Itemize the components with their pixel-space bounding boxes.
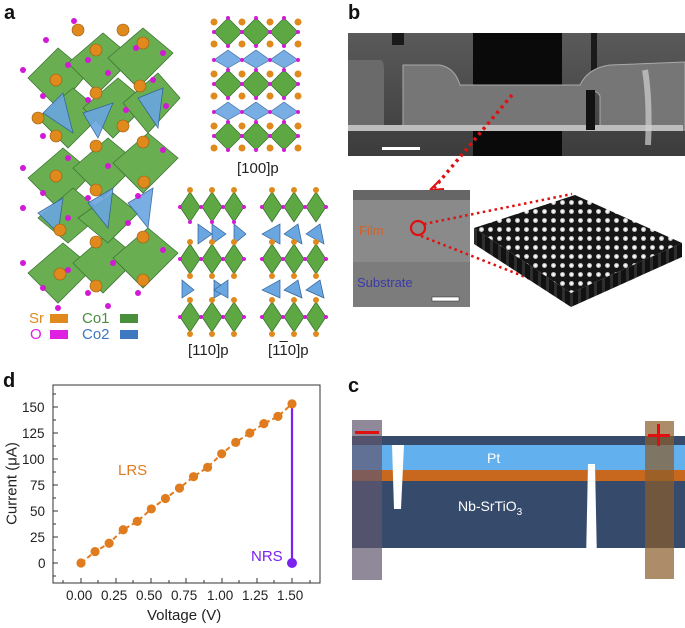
- legend-swatch-co2: [120, 330, 138, 339]
- lrs-data-point: [203, 462, 213, 472]
- scale-bar-top: [382, 147, 420, 150]
- oxide-layer: [352, 469, 685, 481]
- lrs-data-point: [217, 449, 227, 459]
- legend-label-sr: Sr: [29, 310, 44, 327]
- atomic-3d-block: [474, 195, 682, 307]
- nrs-annotation: NRS: [251, 548, 283, 565]
- lrs-line: [80, 403, 293, 564]
- projection-label-100: [100]p: [237, 160, 279, 177]
- trench-right: [586, 464, 597, 561]
- pt-layer: [352, 445, 685, 470]
- x-tick: 1.00: [207, 588, 234, 603]
- y-tick: 25: [30, 530, 46, 545]
- lrs-data-point: [132, 516, 142, 527]
- x-tick: 0.25: [101, 588, 128, 603]
- legend-swatch-o: [50, 330, 68, 339]
- pt-label: Pt: [487, 450, 501, 466]
- x-tick: 1.50: [277, 588, 304, 603]
- y-tick: 125: [22, 426, 45, 441]
- y-tick: 0: [38, 556, 46, 571]
- x-axis-title: Voltage (V): [147, 607, 222, 624]
- projection-label-1bar10: [110]p: [268, 342, 309, 359]
- lrs-data-point: [231, 437, 241, 447]
- projection-100p: [210, 16, 302, 152]
- scale-bar-cross: [431, 296, 460, 302]
- panel-a-label: a: [4, 2, 16, 24]
- lrs-data-point: [104, 538, 114, 548]
- projection-1bar10p: [260, 187, 328, 337]
- legend-swatch-sr: [50, 314, 68, 323]
- y-tick: 75: [30, 478, 46, 493]
- panel-b-label: b: [348, 2, 361, 24]
- legend-swatch-co1: [120, 314, 138, 323]
- nrs-point: [287, 558, 297, 568]
- positive-electrode: [645, 421, 674, 579]
- lrs-data-point: [76, 558, 86, 568]
- legend-label-co2: Co2: [82, 326, 110, 343]
- lrs-data-point: [90, 546, 100, 557]
- main-crystal-view: [20, 18, 181, 311]
- substrate-material-label: Nb-SrTiO3: [458, 498, 523, 518]
- trench-left: [392, 445, 404, 509]
- x-tick: 0.00: [66, 588, 93, 603]
- panel-d-label: d: [3, 370, 16, 392]
- highlight-circle: [409, 219, 427, 237]
- lrs-annotation: LRS: [118, 462, 148, 479]
- legend-label-co1: Co1: [82, 310, 110, 327]
- lrs-data-point: [188, 472, 199, 482]
- lrs-data-point: [245, 428, 255, 438]
- substrate-label: Substrate: [357, 275, 413, 290]
- x-axis-ticks: [62, 578, 311, 583]
- lrs-points: [76, 399, 297, 568]
- x-tick: 1.25: [242, 588, 269, 603]
- lrs-data-point: [273, 411, 283, 421]
- zoom-connector-arrow: [429, 93, 514, 191]
- sem-device-image: [348, 33, 685, 156]
- film-label: Film: [359, 223, 384, 238]
- y-axis-ticks: [53, 393, 58, 577]
- y-axis-title: Current (μA): [3, 442, 21, 525]
- negative-electrode: [352, 420, 382, 580]
- y-tick: 150: [22, 400, 45, 415]
- panel-c-label: c: [348, 375, 360, 397]
- lrs-data-point: [160, 493, 170, 504]
- projection-110p: [178, 187, 247, 337]
- lrs-data-point: [259, 419, 269, 429]
- projection-label-110: [110]p: [188, 342, 229, 359]
- lrs-data-point: [118, 525, 128, 535]
- minus-sign-icon: [355, 431, 379, 434]
- lrs-data-point: [174, 483, 185, 493]
- lrs-data-point: [146, 504, 156, 514]
- y-tick: 50: [30, 504, 46, 519]
- x-tick: 0.50: [136, 588, 163, 603]
- legend-label-o: O: [30, 326, 42, 343]
- x-tick: 0.75: [171, 588, 198, 603]
- lrs-data-point: [287, 399, 297, 409]
- y-tick: 100: [22, 452, 45, 467]
